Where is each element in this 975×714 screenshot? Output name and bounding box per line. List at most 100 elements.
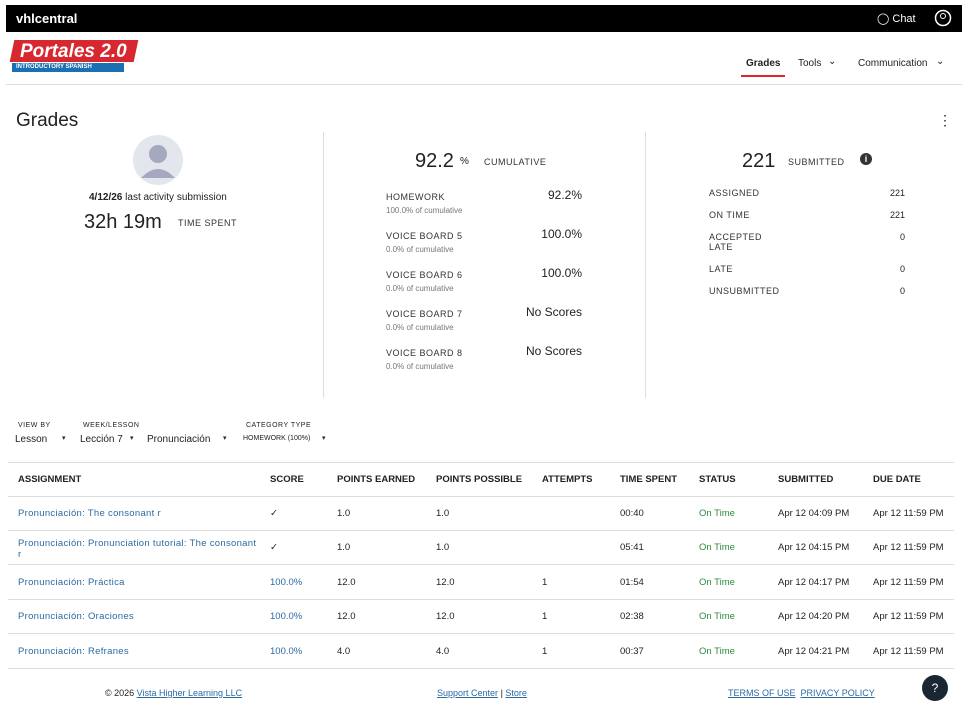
column-header: SCORE	[270, 474, 304, 485]
filter-value[interactable]: Pronunciación	[147, 434, 211, 445]
help-button[interactable]: ?	[922, 675, 948, 701]
status: On Time	[699, 611, 735, 623]
category-name: VOICE BOARD 6	[386, 270, 463, 280]
nav-underline	[741, 75, 785, 77]
filter-value[interactable]: Lección 7	[80, 434, 123, 445]
row-divider	[8, 530, 954, 531]
points-earned: 12.0	[337, 611, 356, 623]
info-icon[interactable]: i	[860, 153, 872, 165]
terms-link[interactable]: TERMS OF USE	[728, 688, 796, 698]
category-name: VOICE BOARD 7	[386, 309, 463, 319]
column-header: ATTEMPTS	[542, 474, 593, 485]
points-possible: 4.0	[436, 645, 450, 657]
activity-label: last activity submission	[125, 192, 227, 203]
logo-subtitle: INTRODUCTORY SPANISH	[12, 63, 124, 72]
assignment-link[interactable]: Pronunciación: Práctica	[18, 576, 125, 588]
dropdown-arrow[interactable]: ▾	[322, 435, 326, 442]
score: ✓	[270, 508, 278, 519]
status: On Time	[699, 576, 735, 588]
submitted: Apr 12 04:17 PM	[778, 576, 850, 588]
filter-value[interactable]: HOMEWORK (100%)	[243, 435, 311, 442]
nav-item[interactable]: Communication	[858, 58, 928, 69]
category-share: 0.0% of cumulative	[386, 245, 454, 254]
brand[interactable]: vhlcentral	[16, 11, 78, 26]
points-earned: 4.0	[337, 645, 351, 657]
due-date: Apr 12 11:59 PM	[873, 508, 944, 519]
score: 100.0%	[270, 645, 303, 657]
submitted-row-label: ASSIGNED	[709, 188, 760, 198]
submitted-row-value: 0	[899, 232, 905, 242]
category-share: 0.0% of cumulative	[386, 362, 454, 371]
time-spent: 32h 19m	[84, 211, 162, 233]
copyright-year: © 2026	[105, 688, 135, 698]
submitted-row-value: 0	[899, 264, 905, 274]
chat-button[interactable]: ◯ Chat	[877, 13, 916, 25]
copyright: © 2026 Vista Higher Learning LLC	[105, 688, 242, 698]
assignment-link[interactable]: Pronunciación: Refranes	[18, 645, 129, 657]
points-possible: 12.0	[436, 611, 455, 623]
score: 100.0%	[270, 611, 303, 623]
category-score: 100.0%	[541, 227, 582, 241]
privacy-link[interactable]: PRIVACY POLICY	[800, 688, 875, 698]
nav-item[interactable]: Grades	[746, 58, 781, 69]
points-earned: 1.0	[337, 542, 351, 554]
due-date: Apr 12 11:59 PM	[873, 576, 944, 588]
activity-date: 4/12/26	[89, 192, 123, 203]
submitted-label: SUBMITTED	[788, 157, 845, 167]
time-spent: 05:41	[620, 542, 644, 554]
submitted: Apr 12 04:20 PM	[778, 611, 850, 623]
row-divider	[8, 598, 954, 600]
time-spent: 02:38	[620, 611, 644, 623]
filter-value[interactable]: Lesson	[15, 434, 48, 445]
chevron[interactable]: ⌄	[828, 56, 837, 67]
assignment-link[interactable]: Pronunciación: The consonant r	[18, 508, 161, 519]
store-link[interactable]: Store	[505, 688, 527, 698]
score: 100.0%	[270, 576, 303, 588]
category-share: 0.0% of cumulative	[386, 284, 454, 293]
category-name: VOICE BOARD 8	[386, 348, 463, 358]
time-spent: 00:37	[620, 645, 644, 657]
column-header: STATUS	[699, 474, 736, 485]
points-earned: 12.0	[337, 576, 356, 588]
more-menu[interactable]: ⋮	[938, 112, 952, 128]
due-date: Apr 12 11:59 PM	[873, 645, 944, 657]
company-link[interactable]: Vista Higher Learning LLC	[136, 688, 243, 698]
assignment-link[interactable]: Pronunciación: Oraciones	[18, 611, 134, 623]
category-name: VOICE BOARD 5	[386, 231, 463, 241]
filter-label: CATEGORY TYPE	[246, 422, 312, 429]
status: On Time	[699, 542, 735, 554]
status: On Time	[699, 508, 735, 519]
avatar	[133, 135, 183, 185]
chevron[interactable]: ⌄	[936, 56, 945, 67]
submitted-row-label: ACCEPTED LATE	[709, 232, 763, 252]
category-share: 0.0% of cumulative	[386, 323, 454, 332]
submitted-row-value: 221	[889, 188, 905, 198]
table-header-bg	[8, 462, 954, 497]
support-link[interactable]: Support Center	[437, 688, 499, 698]
column-header: DUE DATE	[873, 474, 921, 485]
due-date: Apr 12 11:59 PM	[873, 542, 944, 554]
logo-title[interactable]: Portales 2.0	[20, 41, 127, 62]
chat-label[interactable]: Chat	[892, 13, 916, 25]
category-score: No Scores	[525, 344, 582, 358]
submitted: Apr 12 04:21 PM	[778, 645, 850, 657]
dropdown-arrow[interactable]: ▾	[130, 435, 134, 442]
filter-label: WEEK/LESSON	[83, 422, 140, 429]
dropdown-arrow[interactable]: ▾	[223, 435, 227, 442]
dropdown-arrow[interactable]: ▾	[62, 435, 66, 442]
points-possible: 12.0	[436, 576, 455, 588]
category-score: No Scores	[525, 305, 582, 319]
nav-item[interactable]: Tools	[798, 58, 822, 69]
assignment-link[interactable]: Pronunciación: Pronunciation tutorial: T…	[18, 538, 257, 561]
cumulative-unit: %	[460, 156, 469, 167]
submitted-row-label: ON TIME	[709, 210, 750, 220]
time-spent-label: TIME SPENT	[178, 218, 238, 228]
filter-label: VIEW BY	[18, 422, 51, 429]
submitted: Apr 12 04:09 PM	[778, 508, 850, 519]
category-score: 100.0%	[541, 266, 582, 280]
account-icon[interactable]	[934, 9, 952, 27]
divider	[6, 84, 962, 85]
footer-links: Support Center | Store	[437, 688, 527, 698]
